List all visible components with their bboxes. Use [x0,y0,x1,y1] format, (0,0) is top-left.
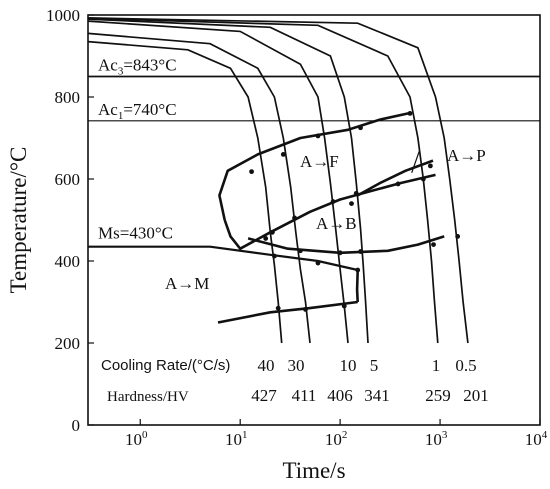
cooling-rate-value: 10 [340,356,357,375]
y-tick-label: 600 [55,170,81,189]
labels-layer: Ac3=843°C Ac1=740°C Ms=430°C A→F A→P A→B A→M Co… [98,56,489,406]
y-tick-label: 0 [72,416,81,435]
cooling-curve-10 [87,20,349,344]
cooling-curve-30 [87,32,311,344]
transition-point [297,248,303,254]
cooling-curve-40 [87,40,283,344]
transition-point [263,236,269,241]
hardness-value: 201 [463,386,489,405]
transition-point [341,303,347,309]
transition-point [337,250,343,256]
region-label: A→P [447,146,486,165]
hardness-value: 411 [292,386,317,405]
cooling-rate-label: Cooling Rate/(°C/s) [101,357,230,374]
hardness-value: 427 [251,386,277,405]
cooling-curve-5 [87,18,369,344]
y-axis-title: Temperature/°C [6,147,31,294]
x-axis-title: Time/s [282,458,345,483]
plot-frame [87,14,541,426]
cooling-curve-1 [87,17,439,344]
y-tick-label: 200 [55,334,81,353]
hardness-value: 259 [425,386,451,405]
cooling-rate-value: 30 [288,356,305,375]
x-tick-label: 102 [325,429,348,449]
transformation-bainite-end [247,235,445,255]
transformation-pearlite-line [357,159,434,197]
transition-point [358,125,363,131]
transition-point [269,229,275,235]
curves-layer [87,17,469,344]
transition-point [455,234,461,239]
plot-area [87,14,541,426]
cooling-rate-value: 40 [258,356,275,375]
ms-label: Ms=430°C [98,224,173,243]
cooling-rate-value: 1 [432,356,441,375]
transition-point [249,169,254,175]
transition-point [395,181,401,187]
y-tick-label: 400 [55,252,81,271]
cooling-rate-value: 5 [370,356,379,375]
transition-point [275,305,281,311]
transformation-bainite-bridge [355,269,359,303]
ref-label-ac1: Ac1=740°C [98,100,177,122]
transition-point [349,201,354,207]
x-tick-label: 104 [525,429,548,449]
region-label: A→M [165,274,209,293]
transition-point [407,111,413,116]
x-tick-label: 101 [225,429,248,449]
hardness-value: 341 [364,386,390,405]
cooling-rate-value: 0.5 [455,356,476,375]
transformation-ferrite-end [223,173,436,250]
transition-point [431,242,436,248]
region-label: A→B [316,214,357,233]
x-tick-label: 100 [125,429,148,449]
y-tick-label: 1000 [46,6,80,25]
transition-point [420,176,426,182]
transition-point [315,133,321,139]
region-label: A→F [300,152,339,171]
a-p-pointer [411,150,420,174]
transition-point [303,306,308,312]
transition-point [292,215,297,221]
ms-line [88,245,358,272]
transition-point [330,199,336,204]
transition-point [427,163,433,169]
transition-point [280,152,286,157]
y-tick-label: 800 [55,88,81,107]
hardness-label: Hardness/HV [107,389,189,405]
transition-point [353,190,359,196]
x-tick-label: 103 [425,429,448,449]
reference-lines [88,75,540,272]
ref-label-ac3: Ac3=843°C [98,56,177,78]
transition-point [358,249,363,254]
cooling-curve-0_5 [87,17,469,344]
transformation-martensite-finish [217,300,358,324]
hardness-value: 406 [327,386,353,405]
